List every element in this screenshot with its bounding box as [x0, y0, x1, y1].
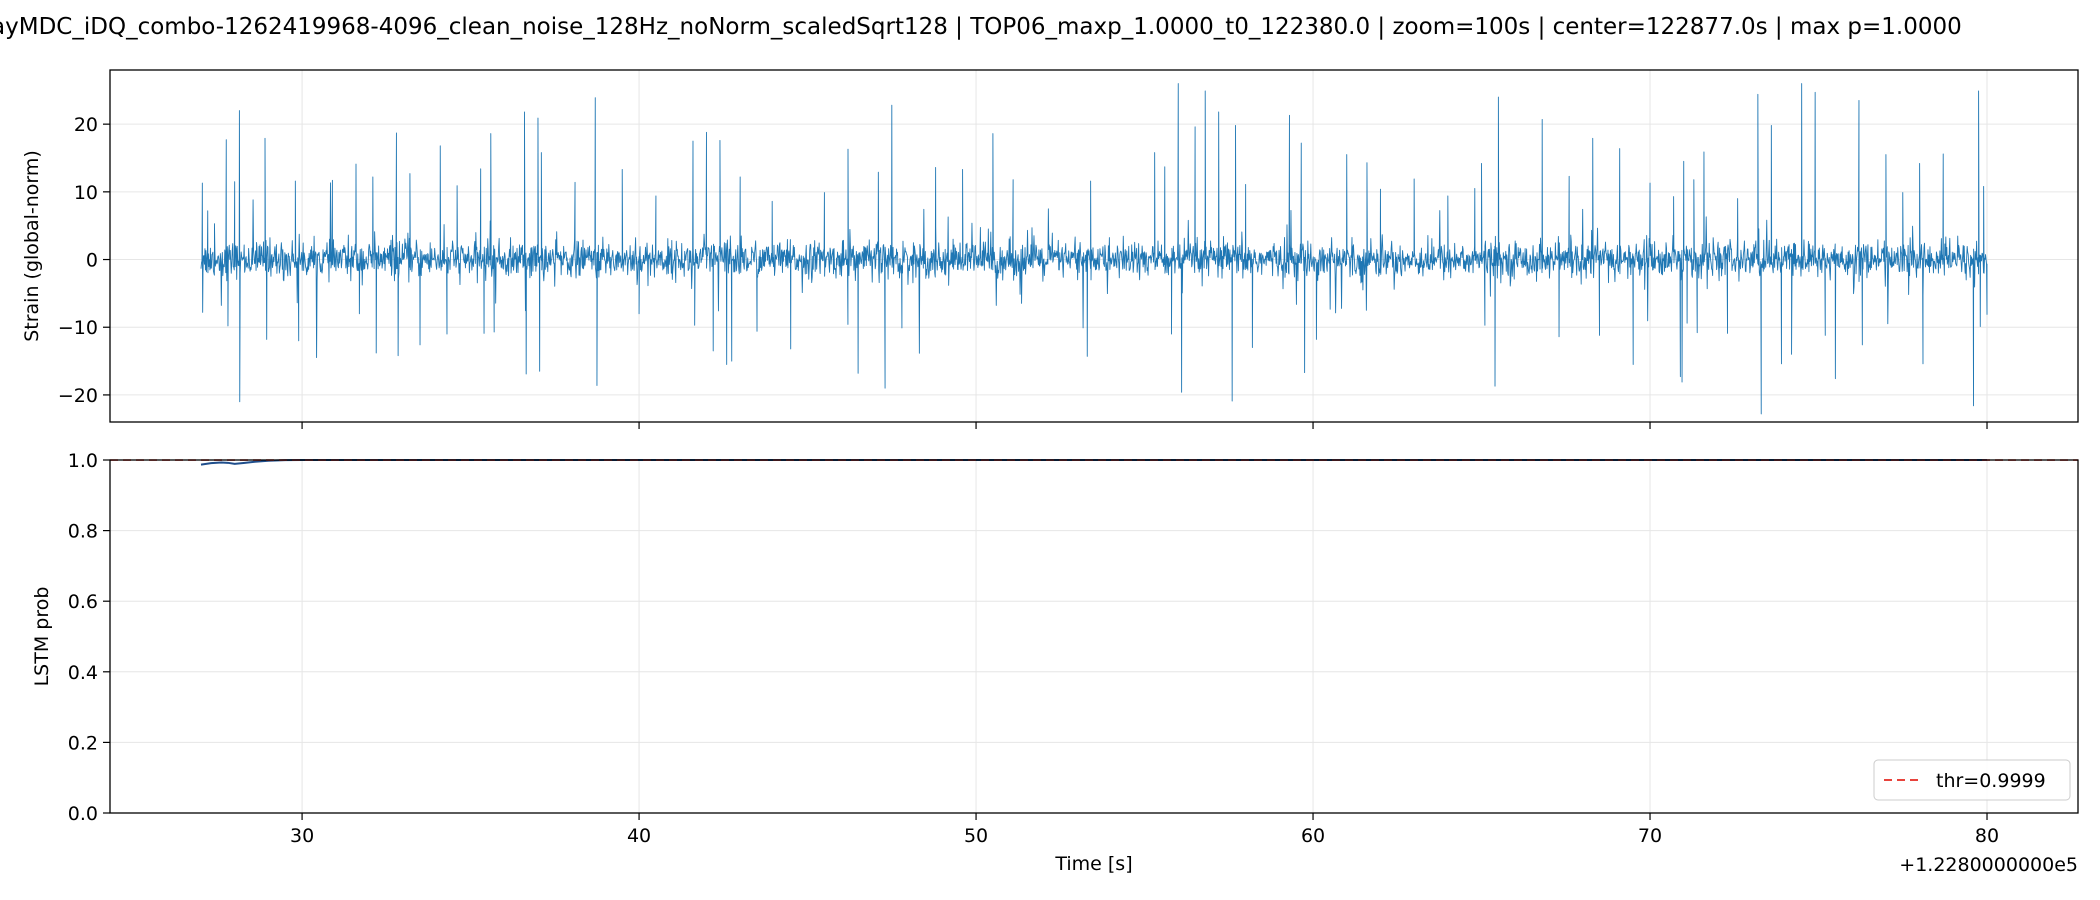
strain-series	[200, 83, 1988, 415]
prob-grid	[110, 459, 2078, 814]
strain-ytick-label: −20	[58, 385, 98, 407]
legend: thr=0.9999	[1873, 759, 2071, 801]
prob-ticks: 0.0 0.2 0.4 0.6 0.8 1.0 30 40 50 60 70 80	[68, 450, 1999, 847]
prob-xtick-label: 40	[627, 825, 651, 847]
prob-xtick-label: 70	[1638, 825, 1662, 847]
prob-series	[110, 459, 2078, 466]
chart-title-text: O3ReplayMDC_iDQ_combo-1262419968-4096_cl…	[0, 14, 1962, 40]
time-xlabel: Time [s]	[1054, 853, 1132, 875]
strain-ytick-label: 20	[74, 114, 98, 136]
strain-line	[200, 83, 1988, 415]
time-offset-label: +1.2280000000e5	[1899, 854, 2078, 876]
legend-box	[1873, 759, 2071, 801]
prob-ytick-label: 0.8	[68, 521, 98, 543]
strain-axes-frame	[109, 69, 2079, 423]
prob-ytick-label: 0.4	[68, 662, 98, 684]
prob-ytick-label: 1.0	[68, 450, 98, 472]
prob-xtick-label: 60	[1301, 825, 1325, 847]
prob-ytick-label: 0.0	[68, 803, 98, 825]
strain-ytick-label: −10	[58, 317, 98, 339]
strain-ytick-label: 10	[74, 182, 98, 204]
prob-xtick-label: 30	[290, 825, 314, 847]
strain-ticks: −20 −10 0 10 20	[58, 114, 1988, 429]
legend-threshold-label: thr=0.9999	[1936, 770, 2046, 792]
prob-xtick-label: 80	[1975, 825, 1999, 847]
prob-ytick-label: 0.6	[68, 591, 98, 613]
strain-ylabel: Strain (global-norm)	[21, 150, 43, 342]
strain-ytick-label: 0	[86, 250, 98, 272]
chart-title: O3ReplayMDC_iDQ_combo-1262419968-4096_cl…	[0, 14, 2100, 40]
prob-ytick-label: 0.2	[68, 732, 98, 754]
prob-ylabel: LSTM prob	[31, 587, 53, 687]
prob-axes-frame	[109, 459, 2079, 814]
prob-xtick-label: 50	[964, 825, 988, 847]
